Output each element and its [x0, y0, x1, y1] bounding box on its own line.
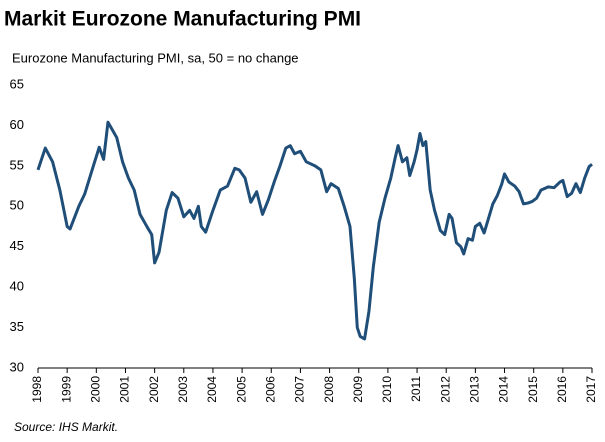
y-tick-label: 55 [10, 157, 24, 172]
x-tick-label: 2010 [380, 376, 394, 403]
y-tick-label: 30 [10, 359, 24, 374]
x-tick-label: 2006 [263, 376, 277, 403]
x-tick-label: 2011 [409, 376, 423, 402]
y-tick-label: 50 [10, 198, 24, 213]
x-tick-label: 2015 [526, 376, 540, 403]
source: Source: IHS Markit. [14, 420, 118, 434]
x-tick-label: 2004 [205, 376, 219, 403]
x-tick-label: 2005 [234, 376, 248, 403]
x-tick-label: 2000 [88, 376, 102, 403]
x-tick-label: 2017 [584, 376, 598, 403]
x-tick-label: 2001 [118, 376, 132, 403]
x-tick-label: 2007 [293, 376, 307, 403]
x-tick-label: 1999 [59, 376, 73, 403]
x-tick-label: 2008 [322, 376, 336, 403]
y-tick-label: 45 [10, 238, 24, 253]
chart-title: Markit Eurozone Manufacturing PMI [4, 8, 361, 31]
x-tick-label: 2012 [438, 376, 452, 403]
y-tick-label: 65 [10, 76, 24, 91]
x-tick-label: 2003 [176, 376, 190, 403]
y-tick-label: 40 [10, 279, 24, 294]
x-tick-label: 1998 [30, 376, 44, 403]
line [36, 120, 593, 341]
x-tick-label: 2014 [497, 376, 511, 403]
subtitle: Eurozone Manufacturing PMI, sa, 50 = no … [12, 50, 299, 65]
x-tick-label: 2009 [351, 376, 365, 403]
x-tick-label: 2002 [147, 376, 161, 403]
x-tick-label: 2016 [555, 376, 569, 403]
x-tick-label: 2013 [468, 376, 482, 403]
y-tick-label: 60 [10, 117, 24, 132]
y-tick-label: 35 [10, 319, 24, 334]
